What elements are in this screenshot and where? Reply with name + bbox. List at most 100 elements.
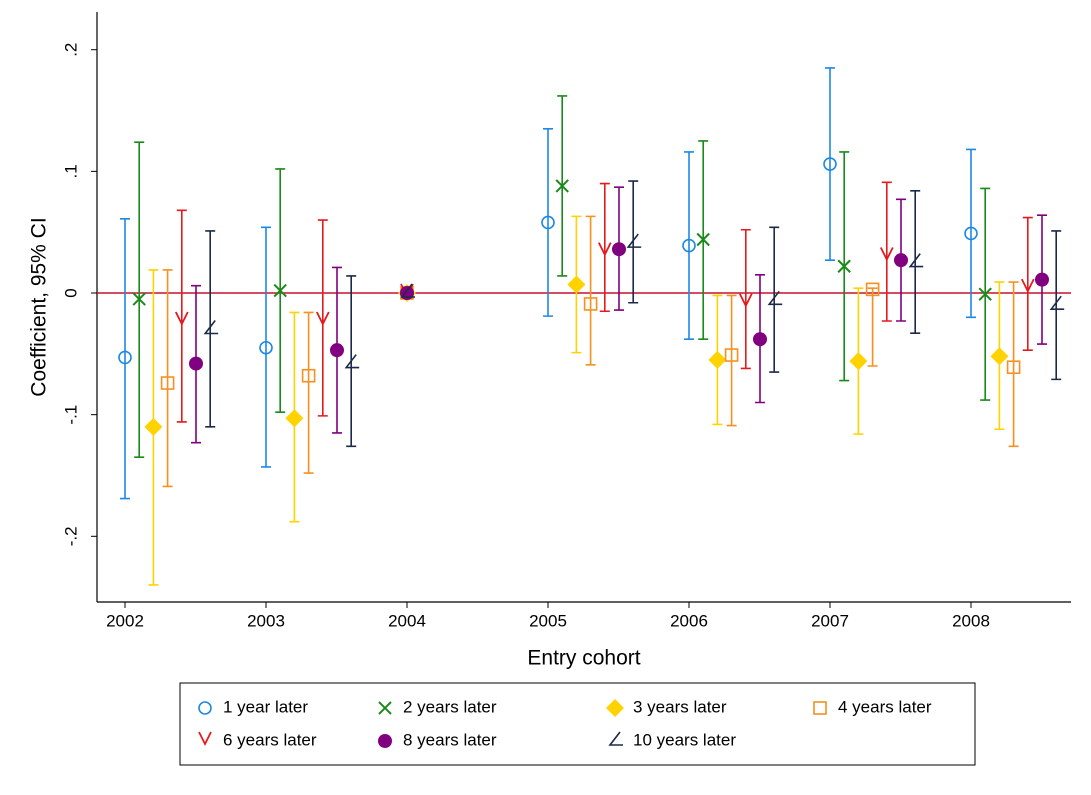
error-bar [684,151,694,341]
marker [203,320,219,335]
marker [753,332,767,347]
legend-item: 8 years later [378,730,497,749]
marker [865,282,880,297]
marker [823,157,837,171]
marker [174,311,189,327]
x-axis-title: Entry cohort [527,647,640,670]
error-bar [120,218,130,500]
error-bar [769,226,780,373]
error-bar [205,230,216,428]
marker [626,233,642,248]
y-tick-label: -.1 [61,405,80,425]
legend-box [179,682,976,766]
legend-label: 6 years later [223,730,317,749]
y-tick-label: 0 [61,288,80,297]
legend-item: 3 years later [606,697,727,717]
marker [1049,295,1065,310]
marker [118,350,132,365]
marker [378,701,392,715]
marker [132,292,146,306]
marker [767,290,783,306]
x-tick-label: 2008 [952,611,990,630]
y-tick-label: .2 [61,43,80,57]
x-tick-label: 2007 [811,611,849,630]
marker [1035,272,1049,287]
error-bar [881,181,892,322]
marker [583,297,598,311]
error-bar [543,127,553,317]
error-bar [176,209,187,423]
marker [160,376,175,390]
marker [344,354,360,369]
marker [597,242,612,257]
marker [696,232,710,247]
legend-item: 4 years later [813,697,932,716]
error-bar [261,226,271,468]
error-bar [1008,281,1019,448]
marker [879,247,894,262]
marker [612,242,626,257]
error-bar [162,269,173,488]
error-bar [740,228,751,370]
error-bar [966,148,976,319]
x-tick-label: 2004 [388,611,426,630]
marker [198,701,212,715]
marker [724,348,739,362]
marker [301,368,316,383]
marker [990,347,1009,366]
marker [285,409,304,428]
marker [964,226,978,241]
marker [198,731,212,747]
error-bar [1051,230,1062,381]
legend-item: 6 years later [198,730,317,749]
error-bar [825,67,835,261]
marker [708,350,727,369]
legend-item: 2 years later [378,697,497,716]
marker [978,287,992,301]
legend-label: 2 years later [403,697,497,716]
marker [908,253,924,268]
error-bar [1022,216,1033,351]
legend-item: 1 year later [198,697,308,716]
marker [813,701,827,715]
error-bar [867,287,878,367]
marker [259,340,273,355]
marker [1020,278,1035,294]
marker [400,286,414,301]
marker [567,275,586,294]
legend-label: 4 years later [838,697,932,716]
error-bar [317,219,328,417]
marker [837,259,851,273]
legend-label: 3 years later [633,697,727,716]
y-tick-label: -.2 [61,526,80,546]
error-bar [599,182,610,313]
y-axis-title: Coefficient, 95% CI [28,217,51,396]
x-tick-label: 2003 [247,611,285,630]
legend-item: 10 years later [608,730,736,749]
x-tick-label: 2006 [670,611,708,630]
marker [144,417,163,436]
error-bar [910,190,921,334]
marker [1006,360,1021,375]
y-tick-label: .1 [61,164,80,178]
error-bar [585,215,596,366]
marker [378,734,392,748]
legend-label: 1 year later [223,697,308,716]
marker [273,283,287,298]
x-tick-label: 2005 [529,611,567,630]
marker [330,343,344,358]
marker [738,293,753,308]
marker [606,699,624,717]
marker [894,253,908,268]
marker [189,356,203,371]
marker [315,311,330,327]
marker [555,179,569,193]
legend-label: 10 years later [633,730,736,749]
error-bar [303,311,314,474]
marker [682,238,696,253]
x-tick-label: 2002 [106,611,144,630]
marker [400,283,415,298]
legend-label: 8 years later [403,730,497,749]
marker [541,215,555,230]
